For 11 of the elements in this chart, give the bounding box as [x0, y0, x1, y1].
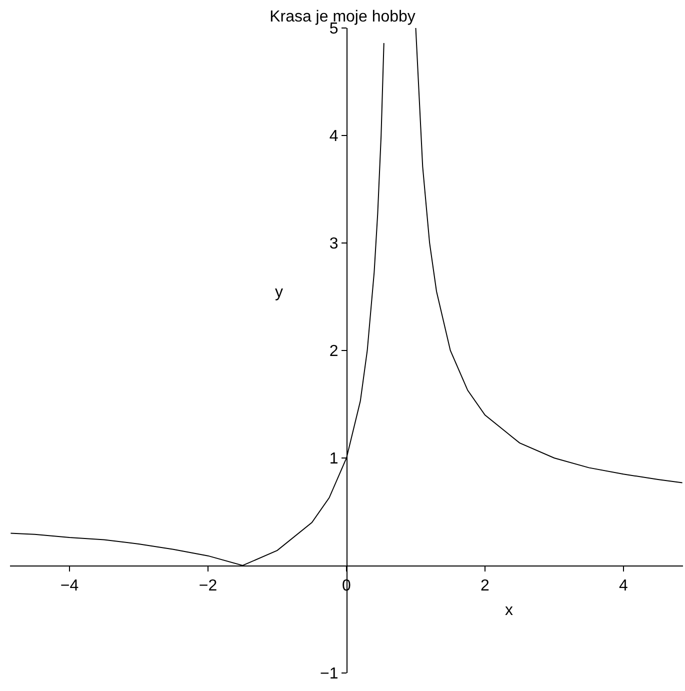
x-tick-label: 2 [480, 578, 490, 595]
y-tick-label: 1 [329, 450, 338, 468]
y-tick-label: 4 [329, 128, 338, 146]
x-tick-label: −4 [60, 578, 79, 595]
y-tick-label: 3 [329, 236, 338, 253]
y-tick-label: −1 [320, 666, 338, 683]
x-tick-label: −2 [198, 578, 218, 595]
y-axis-title: y [275, 284, 283, 301]
x-tick-label: 4 [618, 578, 628, 595]
y-tick-label: 2 [329, 343, 338, 360]
x-axis-title: x [505, 602, 513, 619]
